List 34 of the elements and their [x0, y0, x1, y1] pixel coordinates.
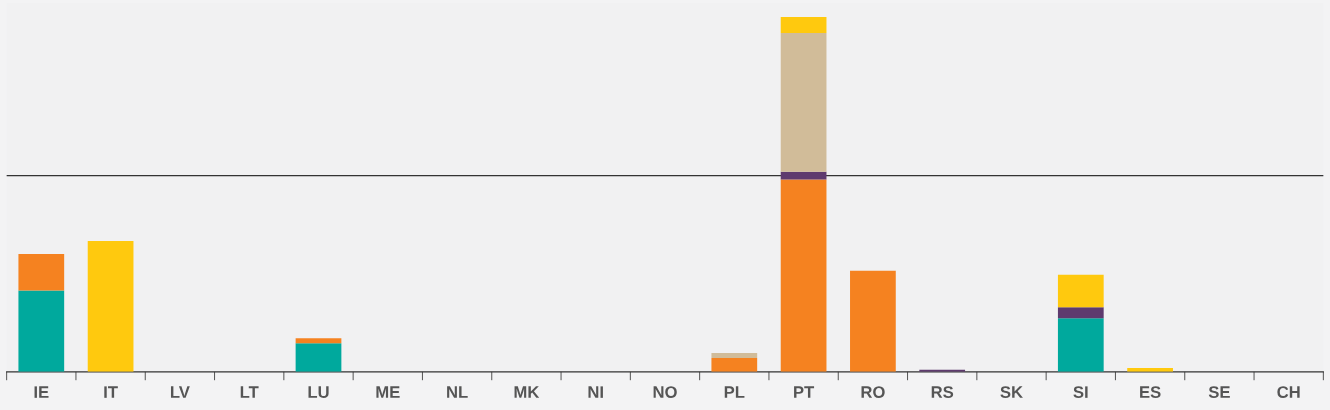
x-tick-label: RS — [931, 386, 954, 398]
bar — [1057, 318, 1104, 372]
bar — [18, 254, 65, 291]
bar — [780, 33, 827, 172]
x-tick-label: SE — [1208, 386, 1230, 398]
bar — [295, 343, 342, 372]
x-tick-label: PT — [794, 386, 815, 398]
bar — [711, 353, 758, 359]
bar — [18, 290, 65, 372]
x-tick-label: LT — [240, 386, 259, 398]
bar — [1057, 307, 1104, 319]
bar — [780, 171, 827, 180]
x-tick-label: PL — [724, 386, 745, 398]
x-tick-label: IE — [34, 386, 49, 398]
x-tick-label: NO — [653, 386, 677, 398]
x-tick-label: NL — [447, 386, 468, 398]
bar — [850, 270, 896, 372]
bar — [780, 179, 827, 372]
x-tick-label: SI — [1073, 386, 1088, 398]
x-tick-label: IT — [104, 386, 118, 398]
bar — [711, 358, 758, 372]
bar — [87, 240, 134, 372]
x-tick-label: SK — [1000, 386, 1023, 398]
x-tick-label: LU — [308, 386, 329, 398]
x-tick-label: CH — [1277, 386, 1300, 398]
bar — [780, 17, 827, 34]
bar — [295, 338, 342, 344]
x-tick-label: ME — [376, 386, 400, 398]
bar — [1057, 274, 1104, 308]
x-tick-label: MK — [514, 386, 540, 398]
x-tick-label: RO — [861, 386, 885, 398]
x-tick-label: ES — [1140, 386, 1161, 398]
x-tick-label: NI — [588, 386, 603, 398]
x-tick-label: LV — [170, 386, 190, 398]
